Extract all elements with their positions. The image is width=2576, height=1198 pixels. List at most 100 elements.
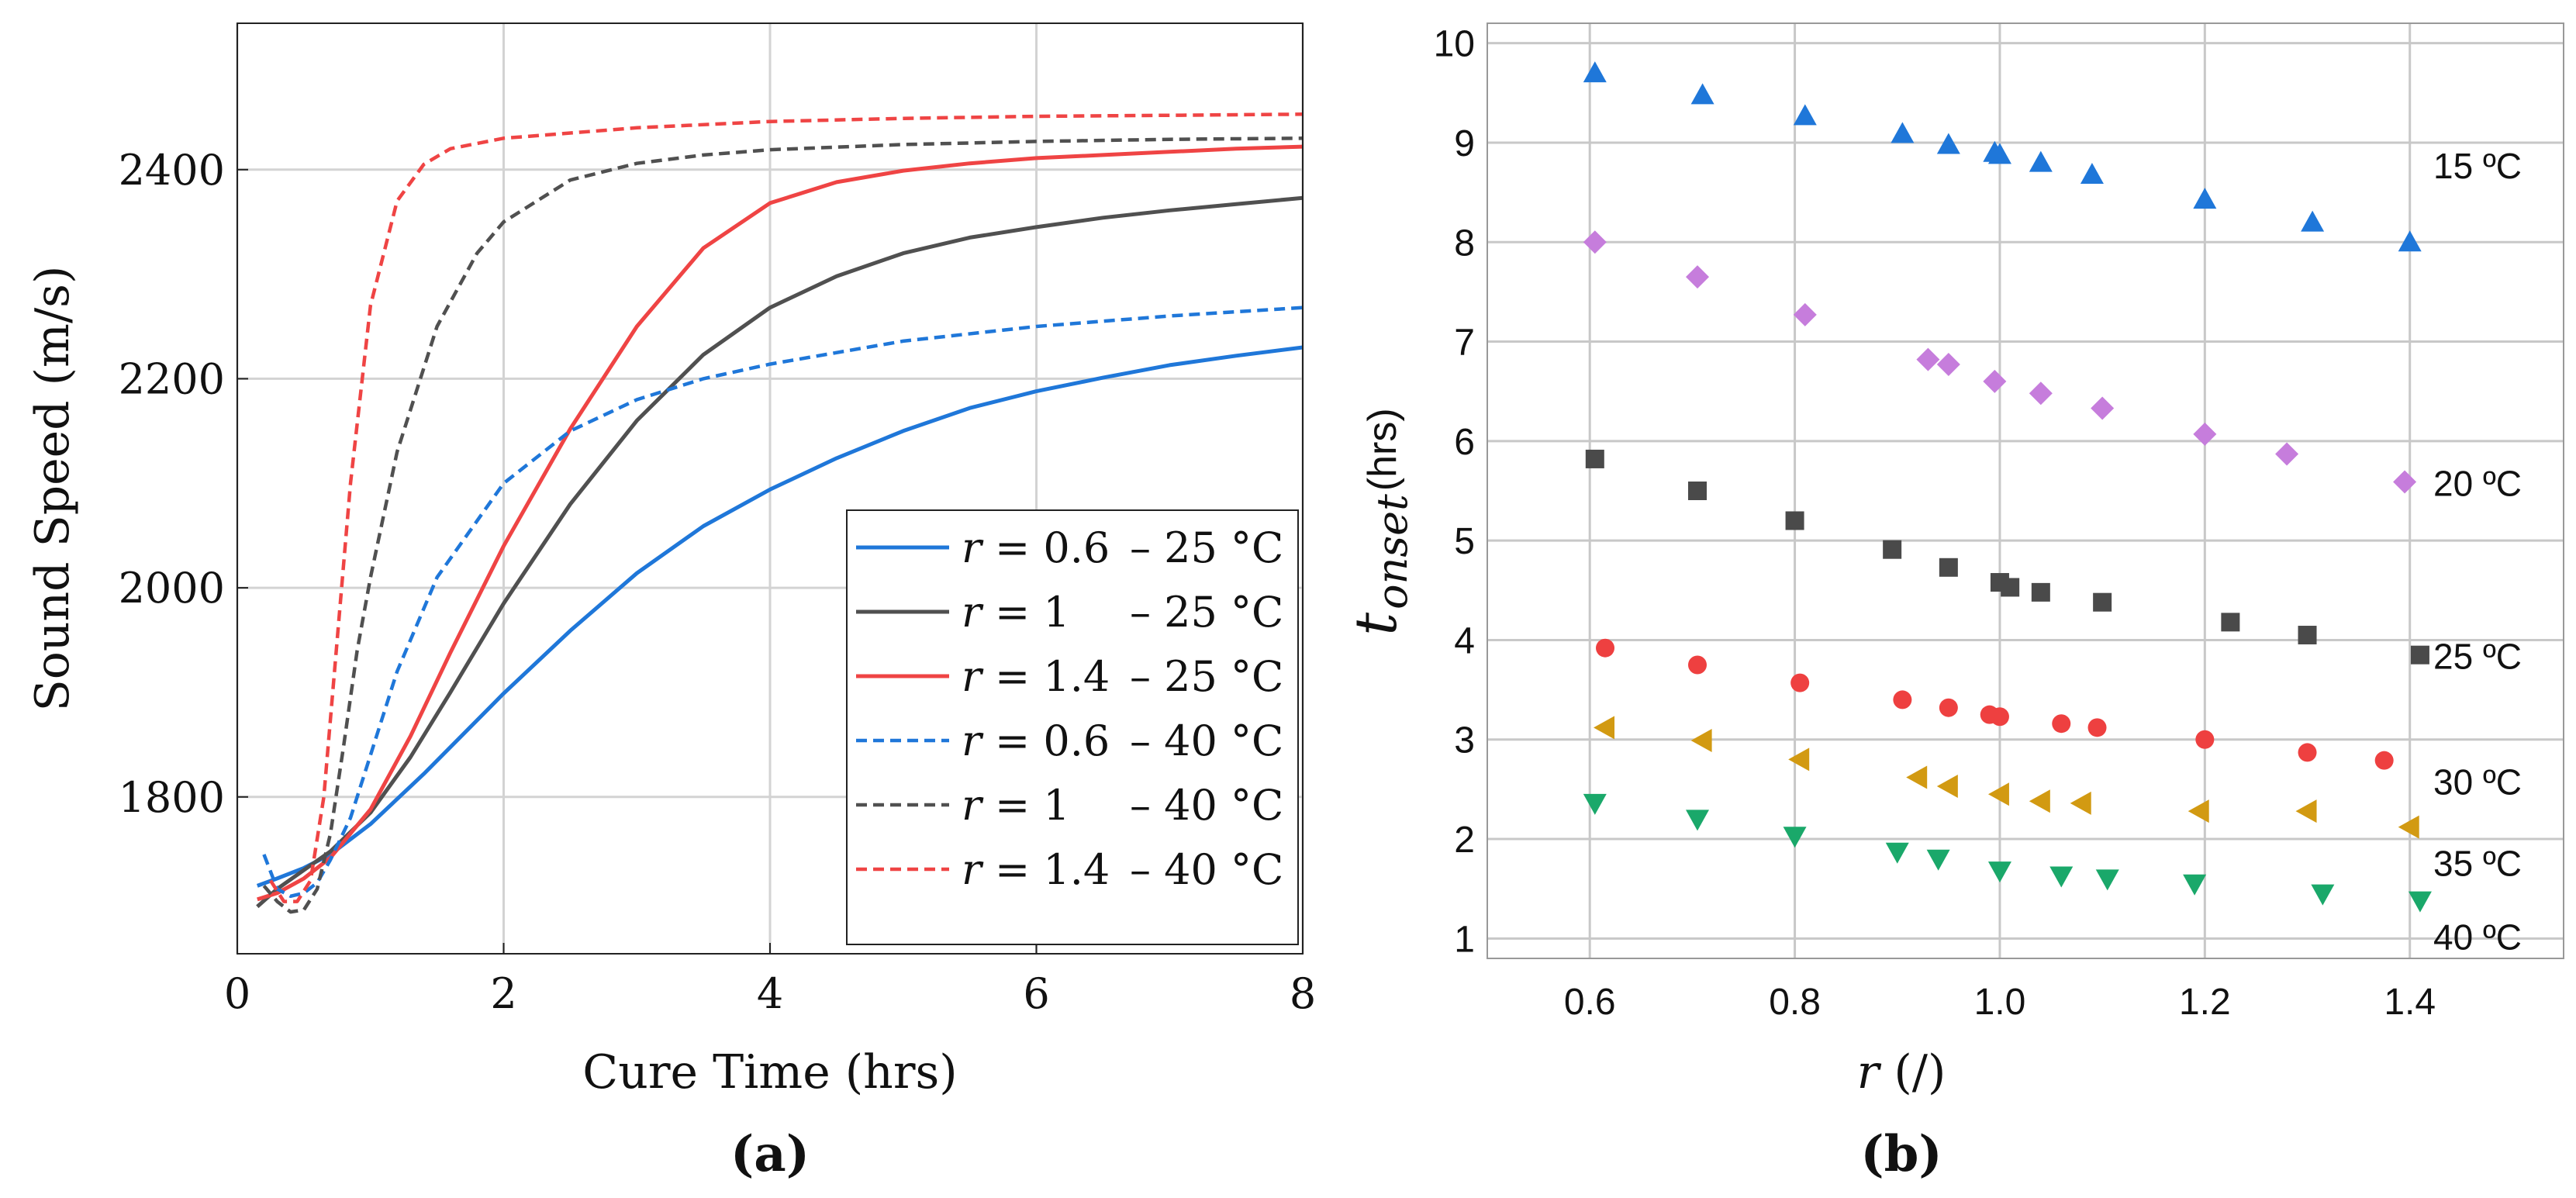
data-point-4-9 xyxy=(2295,799,2317,823)
legend-r-value: = 1.4 xyxy=(982,845,1110,894)
legend-r-value: = 1 xyxy=(982,588,1070,637)
data-point-5-3 xyxy=(1885,842,1909,864)
data-point-0-4 xyxy=(1936,133,1960,154)
legend-temp: – 40 °C xyxy=(1130,845,1283,894)
data-point-0-2 xyxy=(1793,104,1817,126)
data-point-5-1 xyxy=(1685,810,1709,831)
data-point-5-7 xyxy=(2095,869,2119,891)
series-line-3 xyxy=(262,306,1304,899)
y-tick-label: 9 xyxy=(1454,123,1475,164)
data-point-4-0 xyxy=(1594,716,1615,740)
legend-r-var: r xyxy=(962,588,984,637)
data-point-1-5 xyxy=(1983,369,2007,393)
legend-r-var: r xyxy=(962,716,984,765)
data-point-0-6 xyxy=(1987,143,2011,164)
data-point-2-4 xyxy=(1939,558,1958,577)
x-tick-label: 6 xyxy=(1023,969,1049,1018)
data-point-5-10 xyxy=(2408,891,2432,913)
x-tick-label: 8 xyxy=(1290,969,1316,1018)
x-tick-label: 0 xyxy=(224,969,250,1018)
data-point-3-2 xyxy=(1790,673,1810,692)
x-tick-label: 2 xyxy=(490,969,516,1018)
data-point-5-0 xyxy=(1583,793,1607,815)
data-point-2-1 xyxy=(1687,482,1707,500)
legend-r-var: r xyxy=(962,845,984,894)
panel-a-ticks: 0 2 4 6 8 1800 2000 2200 2400 xyxy=(119,146,1317,1018)
data-point-4-1 xyxy=(1690,729,1712,753)
legend-r-value: = 0.6 xyxy=(982,716,1110,765)
data-point-1-8 xyxy=(2193,422,2217,446)
legend-entry-3: r = 0.6 – 40 °C xyxy=(962,716,1283,765)
data-point-5-6 xyxy=(2049,866,2074,888)
panel-b-points xyxy=(1583,61,2432,913)
data-point-5-9 xyxy=(2311,884,2335,906)
legend-r-var: r xyxy=(962,781,984,830)
data-point-0-9 xyxy=(2193,188,2217,209)
y-tick-label: 2200 xyxy=(119,354,225,403)
data-point-2-6 xyxy=(2001,578,2020,597)
legend-entry-2: r = 1.4 – 25 °C xyxy=(962,652,1283,701)
data-point-4-3 xyxy=(1906,765,1928,789)
series-label-2: 25 ºC xyxy=(2433,637,2522,677)
x-tick-label: 1.2 xyxy=(2179,982,2231,1023)
panel-a-frame xyxy=(237,22,1304,955)
panel-b-frame xyxy=(1487,22,2564,959)
x-tick-label: 0.8 xyxy=(1769,982,1821,1023)
data-point-3-11 xyxy=(2374,751,2394,770)
x-tick-label: 1.0 xyxy=(1974,982,2026,1023)
panel-b-x-axis-unit: (/) xyxy=(1894,1045,1946,1100)
data-point-4-4 xyxy=(1936,775,1958,799)
data-point-4-7 xyxy=(2070,791,2091,815)
panel-b-x-axis-label: r (/) xyxy=(1857,1045,1946,1100)
data-point-4-10 xyxy=(2398,815,2419,839)
y-tick-label: 6 xyxy=(1454,422,1475,463)
data-point-0-3 xyxy=(1891,122,1915,143)
legend: r = 0.6 – 25 °C r = 1 – 25 °C r = 1.4 – 25 °C… xyxy=(846,509,1299,945)
legend-temp: – 25 °C xyxy=(1130,523,1283,572)
series-label-4: 35 ºC xyxy=(2433,844,2522,884)
data-point-3-0 xyxy=(1596,638,1615,658)
data-point-1-0 xyxy=(1583,230,1607,254)
data-point-1-2 xyxy=(1793,302,1817,326)
x-tick-label: 4 xyxy=(757,969,783,1018)
panel-b-grid xyxy=(1487,23,2564,958)
data-point-3-7 xyxy=(2052,714,2071,734)
series-label-3: 30 ºC xyxy=(2433,761,2522,802)
legend-temp: – 25 °C xyxy=(1130,588,1283,637)
x-tick-label: 1.4 xyxy=(2384,982,2436,1023)
data-point-2-0 xyxy=(1585,449,1604,468)
y-tick-label: 1 xyxy=(1454,919,1475,960)
data-point-0-11 xyxy=(2398,230,2422,252)
legend-r-var: r xyxy=(962,652,984,701)
y-tick-label: 3 xyxy=(1454,720,1475,761)
panel-b-x-axis-var: r xyxy=(1857,1045,1882,1100)
data-point-3-8 xyxy=(2087,718,2107,737)
panel-a-y-axis-label: Sound Speed (m/s) xyxy=(26,266,80,712)
data-point-3-9 xyxy=(2195,730,2215,749)
data-point-0-0 xyxy=(1583,61,1607,83)
panel-b-y-axis-var: t xyxy=(1343,613,1410,636)
data-point-1-10 xyxy=(2393,470,2417,494)
legend-entry-1: r = 1 – 25 °C xyxy=(962,588,1283,637)
legend-r-value: = 1 xyxy=(982,781,1070,830)
data-point-2-9 xyxy=(2221,613,2240,632)
data-point-2-8 xyxy=(2093,592,2112,612)
data-point-5-8 xyxy=(2183,874,2207,896)
data-point-5-2 xyxy=(1783,827,1807,848)
y-tick-label: 1800 xyxy=(119,773,225,822)
data-point-0-1 xyxy=(1690,83,1714,105)
series-line-4 xyxy=(262,136,1304,914)
panel-b: 0.6 0.8 1.0 1.2 1.4 1 2 3 4 5 6 7 8 9 10 15 ºC 20 ºC 25 … xyxy=(1343,22,2564,1183)
y-tick-label: 2000 xyxy=(119,564,225,613)
series-label-0: 15 ºC xyxy=(2433,146,2522,186)
data-point-2-7 xyxy=(2031,582,2050,602)
panel-b-y-axis-unit: (hrs) xyxy=(1360,408,1405,491)
legend-box xyxy=(846,509,1299,945)
panel-b-ticks: 0.6 0.8 1.0 1.2 1.4 1 2 3 4 5 6 7 8 9 10 xyxy=(1434,24,2436,1023)
data-point-1-9 xyxy=(2275,442,2299,466)
legend-r-value: = 0.6 xyxy=(982,523,1110,572)
data-point-5-4 xyxy=(1926,849,1950,871)
data-point-3-4 xyxy=(1939,698,1958,717)
data-point-1-3 xyxy=(1916,347,1940,371)
